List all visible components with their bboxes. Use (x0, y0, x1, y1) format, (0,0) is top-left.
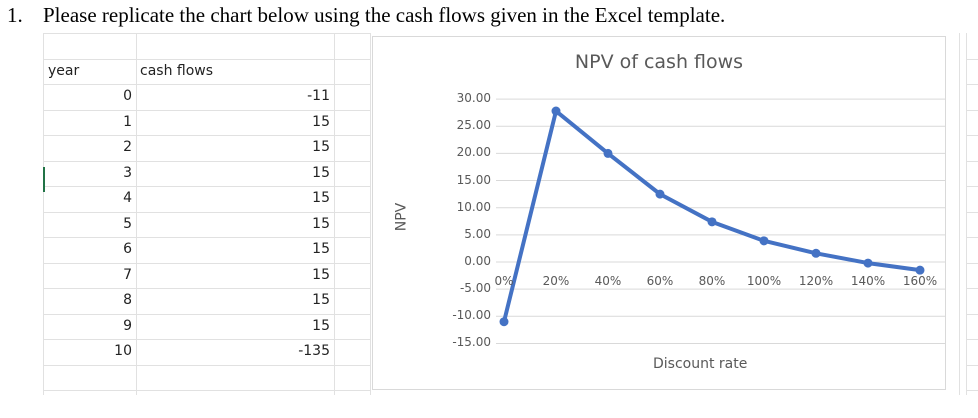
gridline-horizontal (43, 262, 370, 264)
cash-flow-cell[interactable]: 15 (312, 266, 330, 283)
active-cell-marker (43, 167, 45, 192)
x-tick-label: 120% (798, 274, 834, 288)
cash-flow-cell[interactable]: 15 (312, 190, 330, 206)
year-cell[interactable]: 4 (123, 190, 132, 206)
y-tick-label: -15.00 (452, 335, 491, 350)
gridline-horizontal (43, 186, 370, 187)
gridline-horizontal (43, 313, 370, 315)
x-tick-label: 160% (902, 274, 938, 288)
x-tick-label: 60% (646, 274, 674, 288)
y-tick-label: 10.00 (456, 199, 491, 214)
y-tick-label: -10.00 (452, 308, 491, 323)
data-point-marker[interactable] (551, 106, 561, 116)
gridline-horizontal (43, 135, 370, 136)
cash-flow-cell[interactable]: 15 (312, 317, 330, 334)
question-text: Please replicate the chart below using t… (43, 3, 726, 27)
npv-chart[interactable]: NPV of cash flows NPV Discount rate 30.0… (372, 36, 946, 390)
gridline-horizontal (966, 262, 978, 264)
gridline-horizontal (43, 84, 370, 85)
cash-flow-cell[interactable]: 15 (312, 215, 330, 232)
gridline-horizontal (966, 211, 978, 213)
gridline-horizontal (43, 237, 370, 238)
data-point-marker[interactable] (655, 189, 665, 199)
y-tick-label: 20.00 (456, 145, 491, 160)
gridline-horizontal (43, 33, 370, 34)
plot-area (496, 98, 945, 344)
gridline-horizontal (966, 84, 978, 85)
x-tick-label: 20% (542, 274, 570, 288)
year-cell[interactable]: 3 (123, 164, 132, 181)
x-axis-title: Discount rate (653, 356, 748, 372)
y-tick-label: 5.00 (464, 226, 491, 241)
data-point-marker[interactable] (603, 148, 613, 158)
gridline-horizontal (966, 390, 978, 391)
cash-flow-cell[interactable]: 15 (312, 113, 330, 130)
y-axis-title: NPV (393, 202, 410, 232)
x-tick-label: 100% (746, 274, 782, 288)
chart-title: NPV of cash flows (574, 51, 744, 73)
gridline-horizontal (966, 160, 978, 162)
data-point-marker[interactable] (499, 317, 509, 327)
cash-flow-cell[interactable]: 15 (312, 139, 330, 155)
gridline-vertical (334, 33, 335, 395)
data-point-marker[interactable] (811, 248, 821, 258)
x-tick-label: 140% (850, 274, 886, 288)
gridline-vertical (43, 33, 44, 395)
question-number: 1. (7, 3, 23, 27)
cash-flow-cell[interactable]: -135 (298, 343, 330, 359)
cash-flow-cell[interactable]: -11 (307, 88, 330, 104)
y-tick-label: 15.00 (456, 172, 491, 187)
x-tick-label: 0% (494, 274, 514, 288)
data-point-marker[interactable] (863, 258, 873, 268)
year-cell[interactable]: 5 (123, 215, 132, 232)
gridline-horizontal (966, 109, 978, 111)
gridline-vertical (370, 33, 371, 395)
x-tick-label: 80% (698, 274, 726, 288)
gridline-horizontal (966, 339, 978, 340)
gridline-horizontal (966, 288, 978, 289)
gridline-horizontal (43, 109, 370, 111)
data-point-marker[interactable] (915, 265, 925, 275)
gridline-horizontal (43, 390, 370, 391)
year-cell[interactable]: 6 (123, 241, 132, 257)
year-cell[interactable]: 9 (123, 317, 132, 334)
y-tick-label: 25.00 (456, 118, 491, 133)
npv-line[interactable] (502, 109, 921, 323)
header-cash-flows-cell[interactable]: cash flows (140, 62, 214, 79)
gridline-horizontal (43, 160, 370, 162)
gridline-horizontal (43, 58, 370, 60)
gridline-horizontal (966, 237, 978, 238)
cash-flow-cell[interactable]: 15 (312, 292, 330, 308)
year-cell[interactable]: 10 (114, 343, 132, 359)
data-point-marker[interactable] (759, 236, 769, 246)
gridline-horizontal (43, 288, 370, 289)
gridline-horizontal (966, 58, 978, 60)
gridline-vertical (136, 33, 137, 395)
x-tick-label: 40% (594, 274, 622, 288)
gridline-vertical (959, 33, 960, 395)
gridline-horizontal (966, 364, 978, 366)
question-heading: 1. Please replicate the chart below usin… (0, 0, 978, 30)
cash-flow-cell[interactable]: 15 (312, 241, 330, 257)
header-year-cell[interactable]: year (48, 62, 80, 79)
y-tick-label: -5.00 (459, 281, 491, 296)
data-point-marker[interactable] (707, 217, 717, 227)
gridline-horizontal (43, 339, 370, 340)
cash-flow-cell[interactable]: 15 (312, 164, 330, 181)
y-tick-label: 0.00 (464, 254, 491, 268)
gridline-horizontal (43, 364, 370, 366)
year-cell[interactable]: 1 (123, 113, 132, 130)
gridline-horizontal (966, 135, 978, 136)
y-tick-label: 30.00 (456, 91, 491, 106)
year-cell[interactable]: 0 (123, 88, 132, 104)
year-cell[interactable]: 7 (123, 266, 132, 283)
gridline-horizontal (43, 211, 370, 213)
spreadsheet: year cash flows 0 -11 1 15 2 15 3 15 4 15 5 15 6 15 7 15 8… (0, 33, 978, 403)
gridline-horizontal (966, 186, 978, 187)
year-cell[interactable]: 8 (123, 292, 132, 308)
gridline-vertical (966, 33, 967, 395)
gridline-horizontal (966, 313, 978, 315)
year-cell[interactable]: 2 (123, 139, 132, 155)
